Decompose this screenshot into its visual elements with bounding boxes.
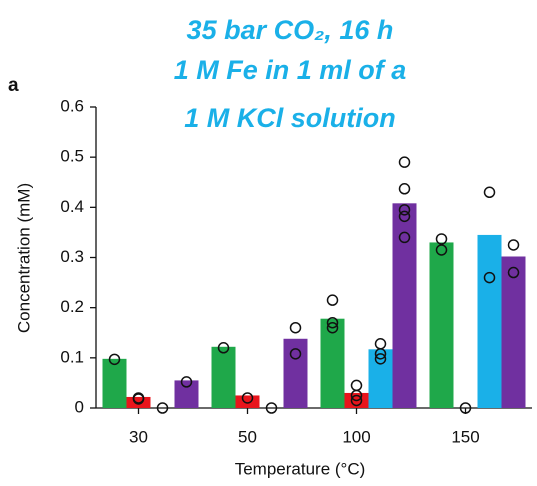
data-point: [398, 156, 411, 168]
title-line: 1 M KCl solution: [184, 103, 396, 133]
y-tick-label: 0.4: [60, 197, 84, 216]
data-point: [217, 342, 230, 354]
y-tick-label: 0.5: [60, 147, 84, 166]
data-point: [507, 266, 520, 279]
y-tick-label: 0.6: [60, 96, 84, 115]
x-tick-label: 150: [451, 427, 479, 446]
title-line: 35 bar CO₂, 16 h: [187, 15, 394, 45]
bar: [320, 318, 345, 408]
data-point: [398, 231, 411, 244]
bar: [501, 256, 526, 408]
bar: [235, 395, 260, 408]
bar: [283, 338, 308, 408]
data-point: [374, 348, 387, 360]
data-point: [483, 271, 496, 284]
data-point: [156, 402, 169, 414]
data-point: [108, 353, 121, 366]
data-point: [483, 186, 496, 199]
data-point: [374, 353, 387, 365]
data-point: [326, 316, 339, 329]
y-axis-label: Concentration (mM): [14, 183, 33, 333]
data-point: [435, 244, 448, 256]
bar: [102, 358, 127, 408]
bar: [429, 242, 454, 408]
y-tick-label: 0.1: [60, 347, 84, 366]
data-point: [289, 348, 302, 360]
title-line: 1 M Fe in 1 ml of a: [174, 55, 407, 85]
bar: [477, 234, 502, 408]
data-point: [326, 321, 339, 334]
data-point: [398, 204, 411, 216]
data-point: [350, 389, 363, 402]
x-tick-label: 50: [238, 427, 257, 446]
data-point: [350, 379, 363, 392]
y-tick-label: 0.2: [60, 297, 84, 316]
bar: [174, 380, 199, 408]
data-point: [289, 321, 302, 334]
data-point: [265, 402, 278, 414]
data-point: [180, 376, 193, 388]
data-point: [459, 402, 472, 414]
x-tick-label: 100: [342, 427, 370, 446]
x-tick-label: 30: [129, 427, 148, 446]
data-point: [435, 233, 448, 245]
bar: [392, 203, 417, 408]
y-tick-label: 0: [75, 397, 84, 416]
panel-label: a: [8, 75, 19, 96]
y-tick-label: 0.3: [60, 247, 84, 266]
data-point: [507, 239, 520, 251]
data-point: [350, 394, 363, 407]
data-point: [398, 210, 411, 223]
bar: [211, 346, 236, 408]
x-axis-label: Temperature (°C): [235, 459, 366, 478]
data-point: [241, 392, 254, 404]
data-point: [374, 338, 387, 350]
data-point: [326, 294, 339, 306]
data-point: [398, 183, 411, 195]
data-point: [132, 393, 145, 405]
